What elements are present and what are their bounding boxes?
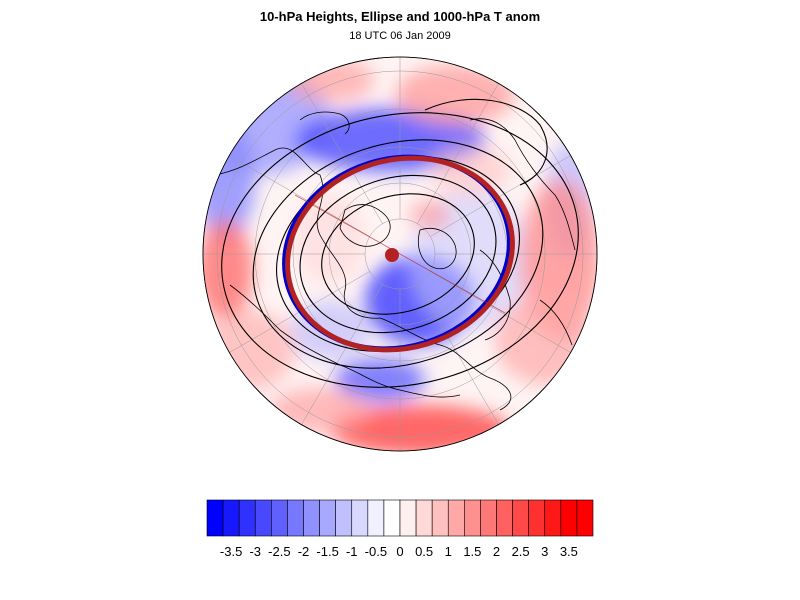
colorbar-tick-label: 0 (396, 544, 403, 559)
colorbar-box (351, 499, 369, 537)
colorbar-box (303, 499, 320, 537)
colorbar-tick-label: -1 (346, 544, 358, 559)
vortex-ellipse (282, 154, 515, 353)
colorbar-tick-label: -0.5 (365, 544, 387, 559)
colorbar-box (464, 499, 481, 537)
colorbar-box (528, 499, 546, 537)
chart-subtitle: 18 UTC 06 Jan 2009 (349, 30, 451, 42)
colorbar-tick-label: 3 (541, 544, 548, 559)
colorbar-box (544, 499, 562, 537)
colorbar-tick-label: -1.5 (316, 544, 338, 559)
colorbar-tick-label: 1 (445, 544, 452, 559)
colorbar-boxes (206, 499, 594, 537)
chart-title: 10-hPa Heights, Ellipse and 1000-hPa T a… (259, 9, 541, 24)
colorbar-box (367, 499, 385, 537)
colorbar-tick-label: -3 (249, 544, 261, 559)
colorbar-tick-label: 2.5 (512, 544, 530, 559)
colorbar-box (319, 499, 336, 537)
colorbar-box (399, 499, 417, 537)
colorbar-box (383, 499, 401, 537)
colorbar-box (496, 499, 513, 537)
colorbar-box (431, 499, 449, 537)
colorbar-box (222, 499, 240, 537)
colorbar-tick-label: 0.5 (415, 544, 433, 559)
colorbar-box (480, 499, 497, 537)
colorbar-tick-label: -2 (298, 544, 310, 559)
colorbar-box (576, 499, 594, 537)
colorbar-box (287, 499, 304, 537)
colorbar-tick-label: 1.5 (463, 544, 481, 559)
colorbar-box (238, 499, 256, 537)
colorbar-labels: -3.5 -3 -2.5 -2 -1.5 -1 -0.5 0 0.5 1 1.5 2 2.5 3 3.5 (220, 544, 578, 559)
colorbar-box (560, 499, 578, 537)
map-boundary (202, 56, 598, 452)
colorbar-box (447, 499, 465, 537)
colorbar-tick-label: -2.5 (268, 544, 290, 559)
colorbar-box (512, 499, 529, 537)
colorbar-tick-label: 2 (493, 544, 500, 559)
colorbar-box (335, 499, 353, 537)
colorbar-tick-label: -3.5 (220, 544, 242, 559)
colorbar-tick-label: 3.5 (560, 544, 578, 559)
colorbar-box (254, 499, 272, 537)
ellipse-axis (294, 194, 506, 314)
colorbar-box (206, 499, 224, 537)
colorbar-box (271, 499, 288, 537)
ellipse-outer (285, 155, 515, 353)
temperature-anomaly-field (203, 58, 597, 451)
ellipse-center-marker (385, 248, 399, 262)
colorbar-box (415, 499, 433, 537)
